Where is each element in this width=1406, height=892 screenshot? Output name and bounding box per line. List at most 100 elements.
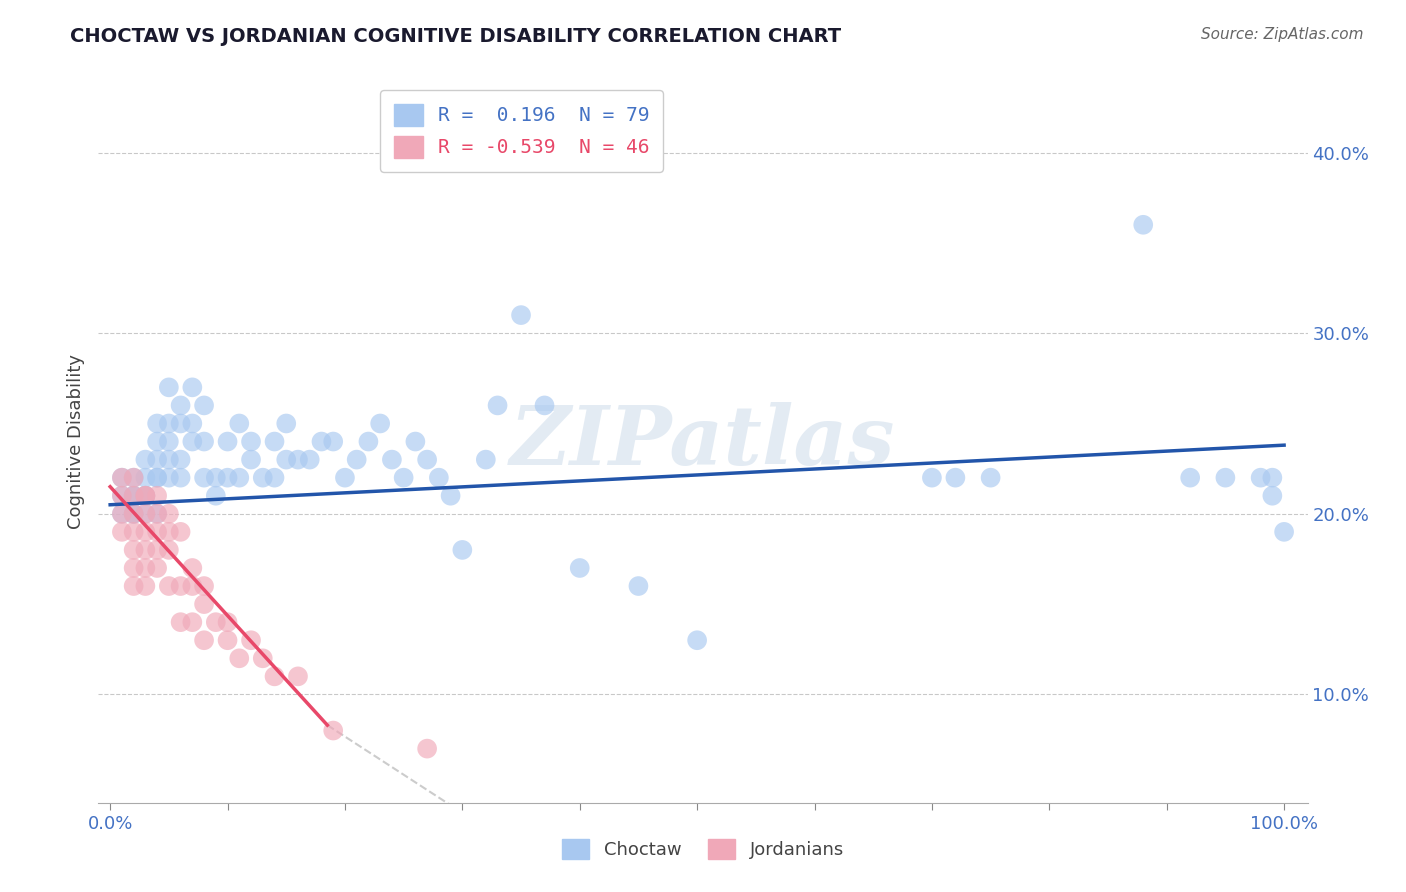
Legend: Choctaw, Jordanians: Choctaw, Jordanians [555, 831, 851, 866]
Point [146, 507, 169, 521]
Point [157, 417, 180, 431]
Point [427, 471, 450, 485]
Point [193, 398, 215, 412]
Point [134, 489, 156, 503]
Point [333, 471, 356, 485]
Point [169, 579, 191, 593]
Point [368, 417, 391, 431]
Point [475, 452, 498, 467]
Point [193, 579, 215, 593]
Point [240, 633, 263, 648]
Point [146, 471, 169, 485]
Point [122, 471, 145, 485]
Point [381, 452, 404, 467]
Point [392, 471, 415, 485]
Point [298, 452, 321, 467]
Point [980, 471, 1002, 485]
Point [263, 669, 285, 683]
Point [157, 524, 180, 539]
Point [157, 380, 180, 394]
Point [111, 489, 134, 503]
Point [181, 579, 204, 593]
Point [193, 633, 215, 648]
Point [228, 417, 250, 431]
Point [921, 471, 943, 485]
Point [134, 561, 156, 575]
Point [276, 417, 298, 431]
Point [157, 434, 180, 449]
Point [204, 615, 226, 630]
Point [217, 633, 239, 648]
Point [146, 542, 169, 557]
Point [193, 597, 215, 611]
Point [627, 579, 650, 593]
Point [1272, 524, 1295, 539]
Point [169, 452, 191, 467]
Point [146, 452, 169, 467]
Point [252, 471, 274, 485]
Point [240, 452, 263, 467]
Point [122, 471, 145, 485]
Point [686, 633, 709, 648]
Point [217, 615, 239, 630]
Point [111, 471, 134, 485]
Point [486, 398, 509, 412]
Point [568, 561, 591, 575]
Point [322, 434, 344, 449]
Point [169, 417, 191, 431]
Point [169, 524, 191, 539]
Point [439, 489, 461, 503]
Point [111, 471, 134, 485]
Point [134, 507, 156, 521]
Point [169, 615, 191, 630]
Point [404, 434, 426, 449]
Point [217, 434, 239, 449]
Point [1215, 471, 1237, 485]
Point [263, 434, 285, 449]
Point [146, 507, 169, 521]
Point [1180, 471, 1202, 485]
Point [181, 561, 204, 575]
Point [252, 651, 274, 665]
Point [134, 489, 156, 503]
Point [181, 615, 204, 630]
Text: ZIPatlas: ZIPatlas [510, 401, 896, 482]
Point [1261, 489, 1284, 503]
Point [146, 471, 169, 485]
Point [146, 489, 169, 503]
Point [111, 507, 134, 521]
Point [122, 489, 145, 503]
Point [287, 669, 309, 683]
Point [134, 489, 156, 503]
Point [157, 579, 180, 593]
Point [357, 434, 380, 449]
Y-axis label: Cognitive Disability: Cognitive Disability [66, 354, 84, 529]
Point [169, 471, 191, 485]
Point [228, 471, 250, 485]
Point [146, 524, 169, 539]
Point [322, 723, 344, 738]
Point [134, 507, 156, 521]
Point [111, 524, 134, 539]
Point [416, 741, 439, 756]
Point [111, 507, 134, 521]
Point [111, 489, 134, 503]
Point [122, 507, 145, 521]
Point [146, 434, 169, 449]
Point [1132, 218, 1154, 232]
Point [1261, 471, 1284, 485]
Point [169, 398, 191, 412]
Point [122, 507, 145, 521]
Point [228, 651, 250, 665]
Point [311, 434, 333, 449]
Point [1250, 471, 1272, 485]
Point [134, 489, 156, 503]
Point [945, 471, 967, 485]
Point [134, 524, 156, 539]
Point [451, 542, 474, 557]
Point [146, 417, 169, 431]
Point [134, 452, 156, 467]
Text: Source: ZipAtlas.com: Source: ZipAtlas.com [1201, 27, 1364, 42]
Point [157, 471, 180, 485]
Point [510, 308, 533, 322]
